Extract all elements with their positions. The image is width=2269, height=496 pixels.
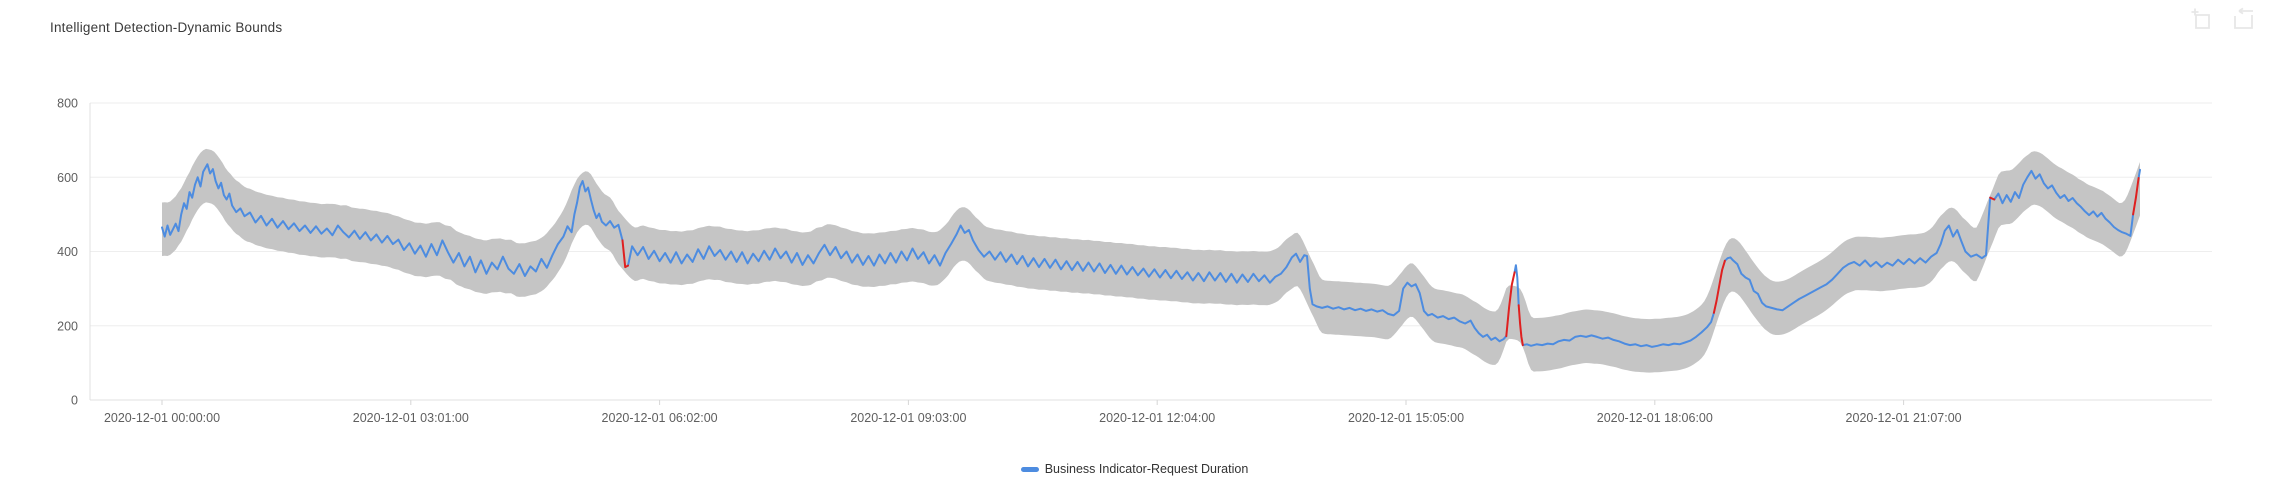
chart-title: Intelligent Detection-Dynamic Bounds <box>50 20 283 35</box>
dynamic-bounds-band <box>162 148 2140 373</box>
x-axis-label: 2020-12-01 03:01:00 <box>353 411 469 425</box>
anomaly-segment <box>2132 177 2140 216</box>
anomaly-segment <box>1712 259 1726 314</box>
y-axis-label: 600 <box>57 171 78 185</box>
legend-item-request-duration[interactable]: Business Indicator-Request Duration <box>1020 462 1249 476</box>
anomaly-segment <box>1989 196 1996 201</box>
restore-icon[interactable] <box>2231 7 2257 33</box>
anomaly-segment <box>621 239 629 269</box>
y-axis-label: 800 <box>57 97 78 111</box>
x-axis-label: 2020-12-01 15:05:00 <box>1348 411 1464 425</box>
y-axis-label: 400 <box>57 245 78 259</box>
y-axis-label: 0 <box>71 394 78 408</box>
request-duration-line <box>627 224 1508 343</box>
x-axis-label: 2020-12-01 06:02:00 <box>602 411 718 425</box>
y-axis-label: 200 <box>57 319 78 333</box>
legend-label: Business Indicator-Request Duration <box>1044 462 1249 476</box>
x-axis-label: 2020-12-01 21:07:00 <box>1846 411 1962 425</box>
chart-toolbox <box>2189 7 2257 33</box>
area-zoom-icon[interactable] <box>2189 7 2215 33</box>
anomaly-segment <box>1517 304 1524 347</box>
legend: Business Indicator-Request Duration <box>0 462 2269 476</box>
anomaly-segment <box>1505 271 1516 338</box>
x-axis-label: 2020-12-01 09:03:00 <box>850 411 966 425</box>
request-duration-line <box>1521 311 1715 348</box>
request-duration-line <box>1993 169 2135 237</box>
request-duration-line <box>1513 264 1520 307</box>
x-axis-label: 2020-12-01 18:06:00 <box>1597 411 1713 425</box>
request-duration-line <box>1723 196 1992 312</box>
legend-marker <box>1020 466 1039 472</box>
request-duration-line <box>2137 168 2141 179</box>
request-duration-line <box>161 163 624 277</box>
x-axis-label: 2020-12-01 00:00:00 <box>104 411 220 425</box>
x-axis-label: 2020-12-01 12:04:00 <box>1099 411 1215 425</box>
